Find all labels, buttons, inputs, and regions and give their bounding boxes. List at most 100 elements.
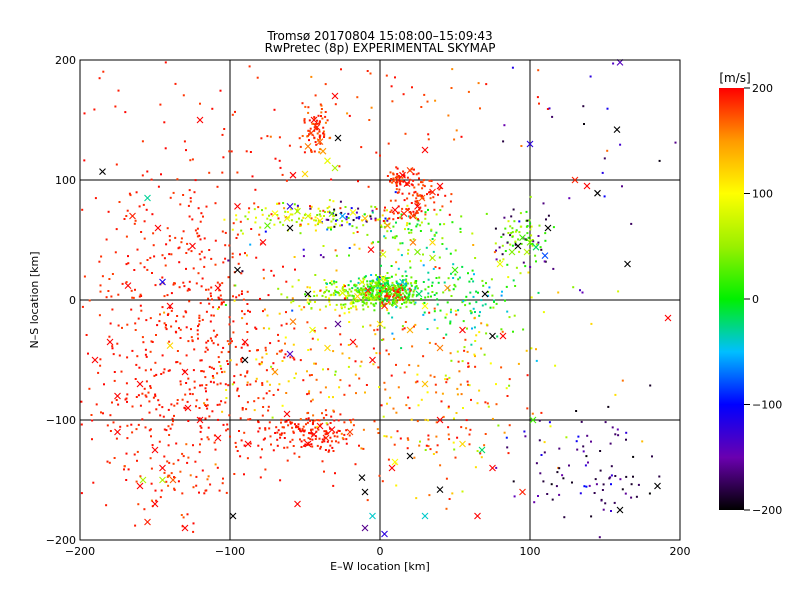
scatter-dot: [368, 119, 371, 121]
scatter-dot: [111, 273, 114, 275]
scatter-dot: [590, 440, 592, 443]
scatter-dot: [300, 430, 302, 433]
scatter-dot: [363, 288, 366, 291]
scatter-dot: [470, 398, 472, 401]
scatter-dot: [218, 361, 221, 363]
scatter-dot: [309, 432, 312, 435]
scatter-dot: [123, 468, 125, 471]
scatter-dot: [333, 208, 336, 211]
scatter-dot: [366, 70, 369, 72]
scatter-marker-x: [421, 146, 429, 154]
scatter-dot: [422, 197, 425, 200]
scatter-dot: [264, 437, 266, 440]
scatter-dot: [115, 228, 118, 231]
scatter-dot: [351, 294, 354, 297]
scatter-marker-x: [436, 486, 444, 493]
scatter-dot: [181, 398, 184, 401]
scatter-dot: [381, 480, 384, 483]
scatter-dot: [551, 115, 554, 118]
scatter-dot: [185, 149, 187, 152]
x-tick-label: 100: [520, 545, 541, 558]
scatter-dot: [205, 341, 208, 344]
scatter-dot: [467, 365, 470, 368]
scatter-marker-x: [421, 302, 429, 310]
scatter-dot: [133, 453, 136, 456]
scatter-dot: [505, 387, 508, 390]
scatter-dot: [335, 281, 338, 284]
scatter-dot: [207, 438, 210, 441]
scatter-dot: [499, 259, 501, 262]
scatter-dot: [485, 323, 488, 326]
scatter-dot: [358, 290, 361, 293]
scatter-marker-x: [271, 368, 279, 376]
scatter-dot: [344, 285, 346, 288]
scatter-dot: [325, 289, 328, 292]
scatter-dot: [410, 282, 413, 285]
scatter-dot: [196, 227, 199, 230]
scatter-dot: [378, 296, 381, 299]
scatter-dot: [216, 333, 219, 336]
scatter-marker-x: [334, 320, 342, 328]
scatter-dot: [159, 496, 162, 499]
scatter-dot: [108, 335, 111, 338]
scatter-dot: [440, 400, 443, 403]
scatter-dot: [224, 257, 227, 260]
scatter-dot: [192, 530, 195, 533]
scatter-dot: [444, 316, 447, 319]
scatter-dot: [173, 488, 176, 491]
scatter-dot: [109, 322, 112, 325]
scatter-dot: [314, 224, 317, 227]
scatter-dot: [80, 492, 83, 495]
scatter-dot: [206, 398, 209, 401]
scatter-dot: [422, 281, 425, 283]
scatter-dot: [177, 480, 180, 483]
scatter-dot: [106, 424, 109, 427]
scatter-dot: [358, 288, 361, 291]
scatter-dot: [145, 319, 148, 322]
scatter-dot: [212, 376, 215, 379]
scatter-dot: [259, 226, 262, 229]
scatter-marker-x: [331, 164, 339, 172]
scatter-dot: [177, 247, 180, 250]
scatter-dot: [474, 257, 477, 259]
y-axis-label: N–S location [km]: [28, 251, 41, 348]
scatter-dot: [658, 159, 661, 162]
scatter-dot: [319, 423, 322, 426]
scatter-dot: [98, 314, 101, 317]
scatter-dot: [179, 337, 182, 339]
scatter-marker-x: [499, 332, 507, 340]
scatter-dot: [266, 217, 269, 220]
scatter-dot: [191, 158, 194, 161]
scatter-dot: [224, 304, 227, 306]
scatter-dot: [261, 382, 264, 385]
scatter-dot: [137, 394, 140, 397]
scatter-dot: [603, 157, 606, 160]
scatter-dot: [538, 419, 541, 422]
scatter-dot: [392, 407, 395, 410]
scatter-marker-x: [91, 356, 99, 364]
scatter-dot: [454, 456, 457, 459]
scatter-dot: [387, 277, 390, 280]
scatter-dot: [520, 145, 523, 147]
scatter-dot: [182, 455, 185, 458]
scatter-marker-x: [349, 209, 357, 216]
scatter-dot: [350, 207, 353, 210]
scatter-dot: [326, 207, 329, 210]
scatter-dot: [192, 444, 194, 447]
scatter-dot: [408, 222, 411, 225]
scatter-dot: [174, 330, 177, 333]
scatter-marker-x: [358, 278, 366, 286]
scatter-dot: [630, 483, 633, 486]
scatter-dot: [291, 297, 294, 300]
scatter-dot: [625, 438, 627, 441]
scatter-marker-x: [310, 431, 318, 438]
scatter-dot: [303, 119, 306, 122]
scatter-dot: [209, 483, 212, 486]
scatter-dot: [444, 194, 447, 197]
scatter-dot: [339, 333, 342, 336]
scatter-dot: [461, 490, 464, 493]
scatter-dot: [212, 381, 215, 384]
scatter-dot: [257, 444, 260, 447]
scatter-dot: [377, 218, 380, 221]
scatter-dot: [384, 295, 387, 298]
